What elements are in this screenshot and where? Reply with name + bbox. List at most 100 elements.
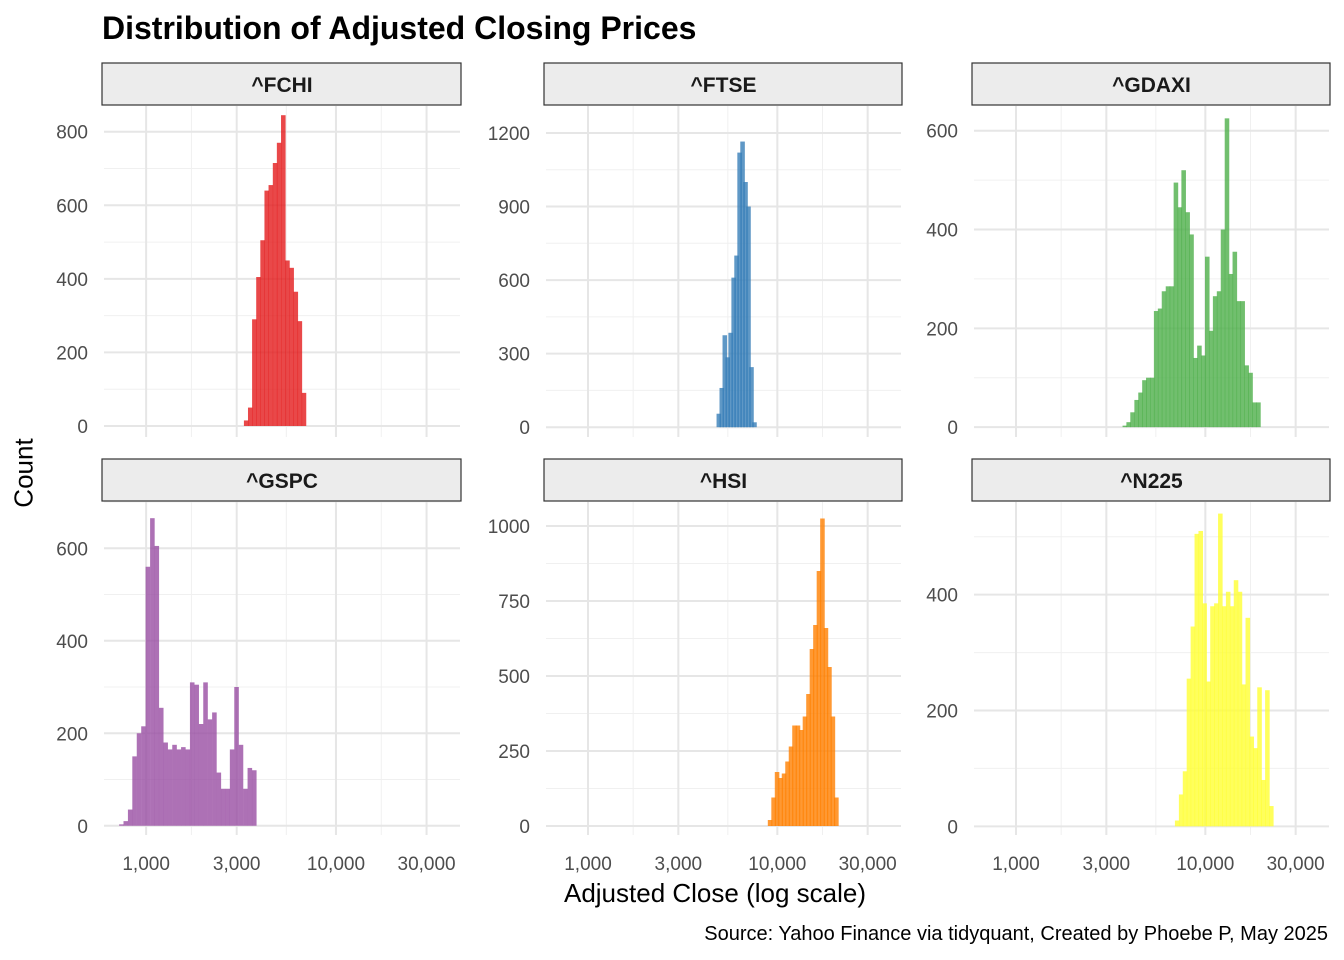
histogram-bar xyxy=(301,392,307,426)
facet-strip-label: ^GSPC xyxy=(246,470,318,493)
histogram-bar xyxy=(243,788,248,826)
histogram-bar xyxy=(293,291,299,426)
histogram-bar xyxy=(802,716,808,826)
histogram-bar xyxy=(1198,530,1204,827)
histogram-bar xyxy=(1190,626,1196,827)
y-tick-label: 600 xyxy=(56,196,88,217)
histogram-bar xyxy=(834,797,839,826)
y-tick-label: 250 xyxy=(498,742,530,763)
histogram-bar xyxy=(141,726,146,826)
y-tick-label: 0 xyxy=(77,417,88,438)
histogram-bar xyxy=(234,687,239,826)
histogram-bar xyxy=(1138,392,1143,428)
facet-strip xyxy=(543,62,903,106)
histogram-bar xyxy=(127,809,133,826)
histogram-bar xyxy=(123,821,129,826)
x-tick-label: 10,000 xyxy=(307,854,365,875)
x-axis-title: Adjusted Close (log scale) xyxy=(563,878,867,908)
histogram-bar xyxy=(1174,820,1180,827)
histogram-bar xyxy=(1150,377,1155,428)
x-tick-label: 3,000 xyxy=(1083,854,1131,875)
histogram-bar xyxy=(1186,678,1192,827)
y-tick-label: 200 xyxy=(56,343,88,364)
histogram-bar xyxy=(716,413,722,428)
histogram-bar xyxy=(1257,687,1262,827)
histogram-bar xyxy=(1224,118,1230,428)
histogram-bar xyxy=(260,240,265,426)
histogram-bar xyxy=(229,749,235,826)
histogram-bar xyxy=(1157,308,1163,428)
histogram-bar xyxy=(737,152,742,428)
histogram-bar xyxy=(216,772,222,826)
histogram-bar xyxy=(1210,606,1215,827)
histogram-bar xyxy=(1244,365,1249,428)
histogram-bar xyxy=(285,260,290,426)
histogram-bar xyxy=(778,778,783,826)
histogram-bar xyxy=(1161,291,1167,428)
histogram-bar xyxy=(158,707,164,826)
histogram-bar xyxy=(1134,399,1139,428)
histogram-bar xyxy=(1261,779,1266,827)
histogram-bar xyxy=(136,733,142,826)
histogram-bar xyxy=(247,767,253,826)
histogram-bar xyxy=(1173,182,1179,428)
histogram-bar xyxy=(1177,207,1183,428)
histogram-bar xyxy=(1222,606,1227,827)
histogram-bar xyxy=(1237,591,1243,827)
histogram-bar xyxy=(247,407,253,426)
histogram-bar xyxy=(281,115,286,426)
y-tick-label: 200 xyxy=(926,319,958,340)
histogram-bar xyxy=(163,742,168,826)
histogram-bar xyxy=(243,420,249,426)
histogram-bar xyxy=(256,277,261,426)
x-tick-label: 3,000 xyxy=(655,854,703,875)
y-tick-label: 1000 xyxy=(488,517,530,538)
histogram-bar xyxy=(827,667,832,826)
histogram-bar xyxy=(1233,580,1239,827)
histogram-bar xyxy=(1189,234,1194,428)
histogram-bar xyxy=(1269,806,1274,827)
histogram-bar xyxy=(1202,603,1207,827)
facet-strip xyxy=(101,62,462,106)
histogram-bar xyxy=(225,788,230,826)
histogram-bar xyxy=(1130,412,1135,428)
histogram-bar xyxy=(1181,170,1186,428)
histogram-bar xyxy=(771,797,776,826)
histogram-bar xyxy=(1197,345,1202,428)
histogram-bar xyxy=(774,772,780,826)
facet-panel: 0 200 400 600 800 ^FCHI xyxy=(56,62,462,438)
facet-strip xyxy=(971,62,1331,106)
histogram-bar xyxy=(132,756,137,826)
histogram-bar xyxy=(1201,355,1206,428)
histogram-bar xyxy=(268,185,274,426)
histogram-bar xyxy=(788,746,794,826)
histogram-bar xyxy=(1208,330,1214,428)
histogram-bar xyxy=(185,749,191,826)
x-tick-label: 30,000 xyxy=(398,854,456,875)
histogram-bar xyxy=(1206,681,1211,827)
facet-strip-label: ^FCHI xyxy=(251,74,312,97)
x-tick-label: 10,000 xyxy=(1176,854,1234,875)
histogram-bar xyxy=(816,571,822,826)
histogram-bar xyxy=(181,747,186,826)
histogram-bar xyxy=(728,332,733,428)
histogram-bar xyxy=(252,319,257,426)
histogram-bar xyxy=(1265,690,1270,827)
histogram-bar xyxy=(203,682,208,826)
histogram-bar xyxy=(276,142,282,426)
histogram-bar xyxy=(722,335,728,428)
facet-panel: 0 200 400 600 ^GDAXI xyxy=(926,62,1331,439)
y-tick-label: 600 xyxy=(498,271,530,292)
y-tick-label: 400 xyxy=(926,221,958,242)
y-tick-label: 900 xyxy=(498,198,530,219)
histogram-bar xyxy=(1204,256,1210,428)
histogram-bar xyxy=(172,744,177,826)
facet-strip-label: ^FTSE xyxy=(691,74,757,97)
histogram-bar xyxy=(289,267,294,426)
histogram-bar xyxy=(792,725,797,826)
histogram-bar xyxy=(1256,402,1261,428)
histogram-bar xyxy=(1185,212,1190,428)
histogram-bar xyxy=(238,744,244,826)
facet-strip-label: ^HSI xyxy=(700,470,747,493)
